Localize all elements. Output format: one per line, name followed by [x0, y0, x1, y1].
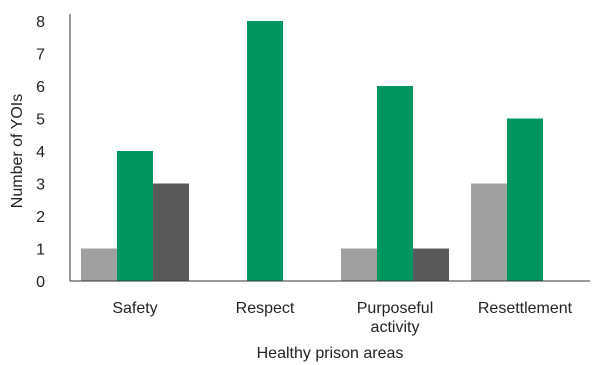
y-tick-label: 3	[36, 177, 45, 194]
y-tick-labels: 0 1 2 3 4 5 6 7 8	[36, 14, 45, 291]
bar-4-2	[507, 118, 543, 281]
bar-3-3	[413, 248, 449, 281]
x-axis-title: Healthy prison areas	[257, 345, 404, 362]
y-tick-label: 7	[36, 47, 45, 64]
y-tick-label: 2	[36, 209, 45, 226]
bar-4-1	[471, 183, 507, 281]
y-tick-label: 5	[36, 112, 45, 129]
y-tick-label: 6	[36, 79, 45, 96]
bar-2-2	[247, 21, 283, 281]
x-category-label: Respect	[236, 300, 295, 317]
bar-3-1	[341, 248, 377, 281]
y-tick-label: 4	[36, 144, 45, 161]
x-category-label: Safety	[112, 300, 157, 317]
y-axis-title: Number of YOIs	[9, 94, 26, 208]
x-category-label: Purposeful activity	[357, 300, 434, 336]
x-category-label: Resettlement	[478, 300, 573, 317]
y-tick-label: 1	[36, 242, 45, 259]
y-tick-label: 8	[36, 14, 45, 31]
bar-1-2	[117, 151, 153, 281]
y-tick-label: 0	[36, 274, 45, 291]
bar-1-3	[153, 183, 189, 281]
bar-3-2	[377, 86, 413, 281]
x-tick-labels: Safety Respect Purposeful activity Resettlem…	[112, 300, 572, 336]
bar-1-1	[81, 248, 117, 281]
bars-group	[81, 21, 543, 281]
